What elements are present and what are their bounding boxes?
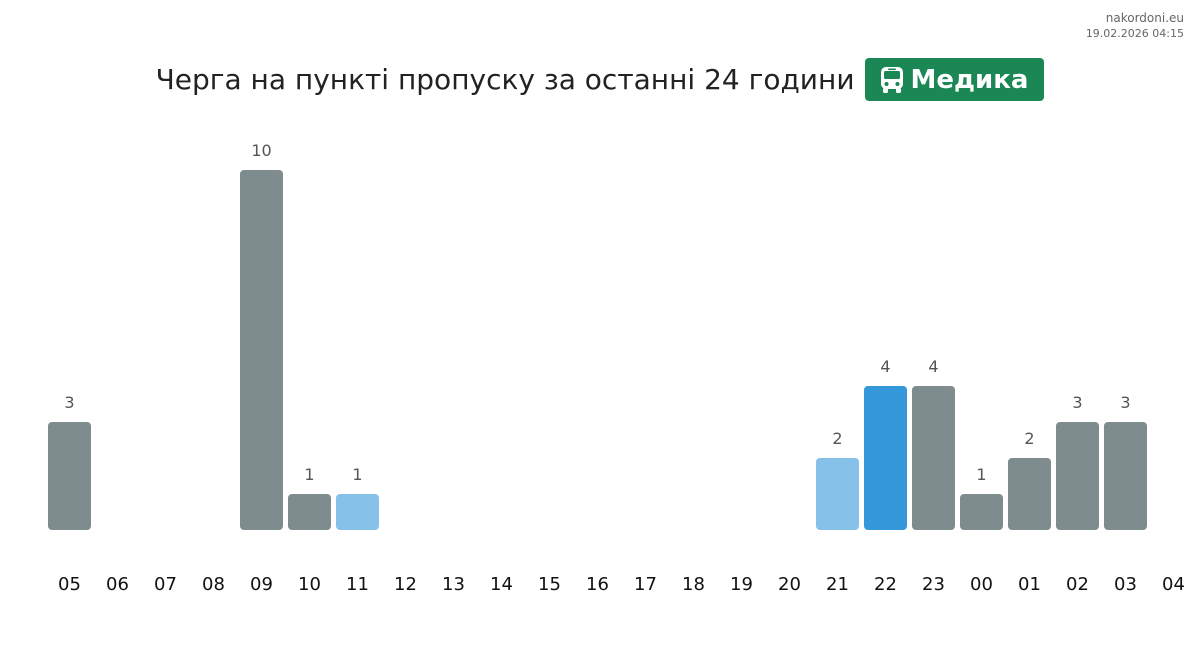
x-tick-04: 04 xyxy=(1162,574,1185,595)
x-tick-21: 21 xyxy=(826,574,849,595)
x-tick-02: 02 xyxy=(1066,574,1089,595)
x-tick-13: 13 xyxy=(442,574,465,595)
x-tick-15: 15 xyxy=(538,574,561,595)
x-tick-00: 00 xyxy=(970,574,993,595)
site-name: nakordoni.eu xyxy=(1105,11,1184,25)
bar-23 xyxy=(912,386,955,530)
data-label-11: 1 xyxy=(352,465,362,484)
x-tick-20: 20 xyxy=(778,574,801,595)
data-label-22: 4 xyxy=(880,357,890,376)
data-label-00: 1 xyxy=(976,465,986,484)
bar-22 xyxy=(864,386,907,530)
data-label-05: 3 xyxy=(64,393,74,412)
x-tick-16: 16 xyxy=(586,574,609,595)
x-tick-10: 10 xyxy=(298,574,321,595)
bar-05 xyxy=(48,422,91,530)
page-title: Черга на пункті пропуску за останні 24 г… xyxy=(155,63,855,96)
x-tick-01: 01 xyxy=(1018,574,1041,595)
data-label-09: 10 xyxy=(251,141,271,160)
data-label-21: 2 xyxy=(832,429,842,448)
bus-icon xyxy=(879,66,905,94)
bar-09 xyxy=(240,170,283,530)
x-tick-17: 17 xyxy=(634,574,657,595)
bar-10 xyxy=(288,494,331,530)
x-tick-11: 11 xyxy=(346,574,369,595)
x-tick-14: 14 xyxy=(490,574,513,595)
data-label-02: 3 xyxy=(1072,393,1082,412)
x-tick-07: 07 xyxy=(154,574,177,595)
x-tick-09: 09 xyxy=(250,574,273,595)
bar-11 xyxy=(336,494,379,530)
x-tick-23: 23 xyxy=(922,574,945,595)
brand-block: nakordoni.eu 19.02.2026 04:15 xyxy=(1086,10,1184,42)
bar-00 xyxy=(960,494,1003,530)
x-tick-12: 12 xyxy=(394,574,417,595)
chart-header: Черга на пункті пропуску за останні 24 г… xyxy=(0,58,1200,101)
checkpoint-name: Медика xyxy=(910,64,1029,95)
x-tick-05: 05 xyxy=(58,574,81,595)
data-label-10: 1 xyxy=(304,465,314,484)
bar-21 xyxy=(816,458,859,530)
bar-02 xyxy=(1056,422,1099,530)
x-tick-08: 08 xyxy=(202,574,225,595)
bar-03 xyxy=(1104,422,1147,530)
bar-01 xyxy=(1008,458,1051,530)
x-tick-22: 22 xyxy=(874,574,897,595)
data-label-01: 2 xyxy=(1024,429,1034,448)
x-tick-18: 18 xyxy=(682,574,705,595)
x-tick-06: 06 xyxy=(106,574,129,595)
data-label-23: 4 xyxy=(928,357,938,376)
checkpoint-badge: Медика xyxy=(864,58,1045,101)
data-label-03: 3 xyxy=(1120,393,1130,412)
x-tick-03: 03 xyxy=(1114,574,1137,595)
x-tick-19: 19 xyxy=(730,574,753,595)
timestamp: 19.02.2026 04:15 xyxy=(1085,27,1184,40)
